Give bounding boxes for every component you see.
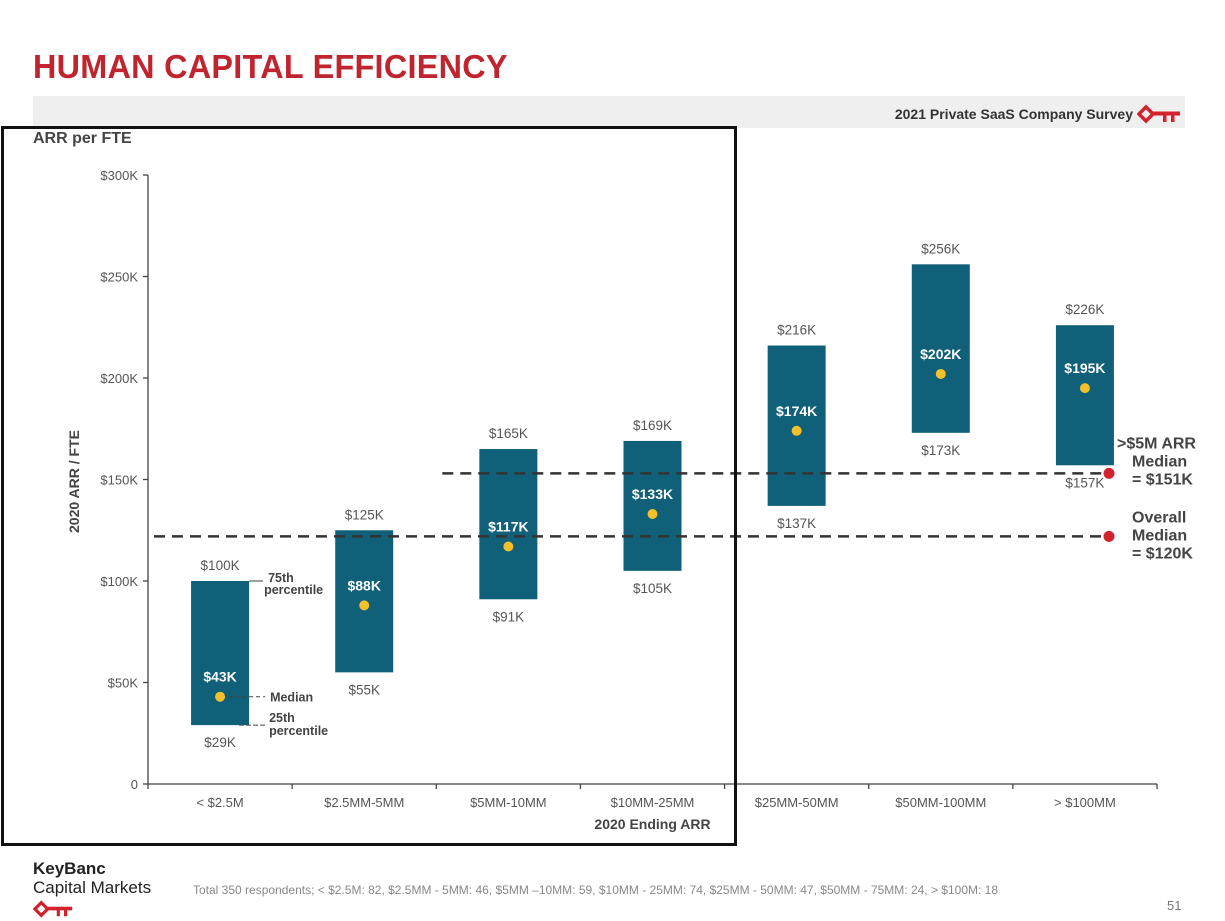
y-tick-label: $300K — [100, 168, 138, 183]
iqr-bar — [767, 345, 826, 506]
footnote: Total 350 respondents; < $2.5M: 82, $2.5… — [193, 883, 999, 897]
x-tick-label: $2.5MM-5MM — [324, 795, 404, 810]
logo-line1: KeyBanc — [33, 859, 106, 878]
median-dot — [503, 541, 514, 552]
p75-label: $100K — [201, 558, 240, 573]
y-tick-label: 0 — [131, 777, 138, 792]
x-tick-label: > $100MM — [1054, 795, 1116, 810]
median-dot — [935, 368, 946, 379]
p25-label: $173K — [921, 443, 960, 458]
x-tick-label: $50MM-100MM — [895, 795, 986, 810]
median-label: $174K — [776, 403, 817, 419]
y-tick-label: $200K — [100, 371, 138, 386]
reference-label: Overall — [1132, 509, 1186, 526]
p25-label: $137K — [777, 516, 816, 531]
median-label: $43K — [203, 669, 236, 685]
reference-label: = $151K — [1132, 471, 1193, 488]
highlight-frame — [1, 126, 737, 846]
p25-label: $105K — [633, 581, 672, 596]
reference-label: Median — [1132, 453, 1187, 470]
median-dot — [215, 691, 226, 702]
page-number: 51 — [1167, 898, 1182, 913]
x-tick-label: $5MM-10MM — [470, 795, 547, 810]
median-dot — [1079, 383, 1090, 394]
p75-label: $125K — [345, 507, 384, 522]
annotation-75th: 75th — [268, 571, 294, 585]
median-label: $195K — [1064, 360, 1105, 376]
annotation-25th: percentile — [269, 724, 328, 738]
median-label: $117K — [488, 518, 528, 534]
median-label: $133K — [632, 486, 673, 502]
p75-label: $165K — [489, 426, 528, 441]
annotation-25th: 25th — [269, 711, 295, 725]
y-tick-label: $150K — [100, 473, 138, 488]
median-dot — [359, 600, 370, 611]
median-dot — [647, 509, 658, 520]
annotation-median: Median — [270, 691, 313, 705]
p25-label: $55K — [348, 682, 380, 697]
p75-label: $169K — [633, 418, 672, 433]
x-tick-label: < $2.5M — [196, 795, 243, 810]
p25-label: $91K — [493, 609, 525, 624]
reference-label: Median — [1132, 527, 1187, 544]
median-label: $202K — [920, 346, 961, 362]
survey-label: 2021 Private SaaS Company Survey — [894, 106, 1133, 122]
median-label: $88K — [347, 577, 380, 593]
header-band — [33, 96, 1185, 128]
key-icon — [1137, 104, 1180, 124]
y-axis-title: 2020 ARR / FTE — [66, 430, 82, 533]
p25-label: $157K — [1065, 475, 1104, 490]
key-icon — [33, 900, 73, 918]
iqr-bar — [623, 440, 682, 571]
p75-label: $256K — [921, 241, 960, 256]
iqr-bar — [1055, 325, 1114, 466]
p75-label: $226K — [1065, 302, 1104, 317]
y-tick-label: $50K — [108, 676, 139, 691]
reference-dot — [1103, 530, 1115, 542]
reference-dot — [1103, 467, 1115, 479]
median-dot — [791, 425, 802, 436]
chart-subtitle: ARR per FTE — [33, 130, 132, 147]
p25-label: $29K — [204, 735, 236, 750]
logo-line2: Capital Markets — [33, 878, 152, 897]
x-tick-label: $25MM-50MM — [755, 795, 839, 810]
y-tick-label: $250K — [100, 270, 138, 285]
annotation-75th: percentile — [264, 583, 323, 597]
page-title: HUMAN CAPITAL EFFICIENCY — [33, 48, 508, 85]
x-tick-label: $10MM-25MM — [611, 795, 695, 810]
reference-label: = $120K — [1132, 545, 1193, 562]
x-axis-title: 2020 Ending ARR — [594, 816, 710, 832]
y-tick-label: $100K — [100, 574, 138, 589]
reference-label: >$5M ARR — [1117, 435, 1196, 452]
iqr-bar — [911, 264, 970, 433]
keybanc-logo: KeyBanc Capital Markets — [33, 859, 151, 897]
p75-label: $216K — [777, 323, 816, 338]
